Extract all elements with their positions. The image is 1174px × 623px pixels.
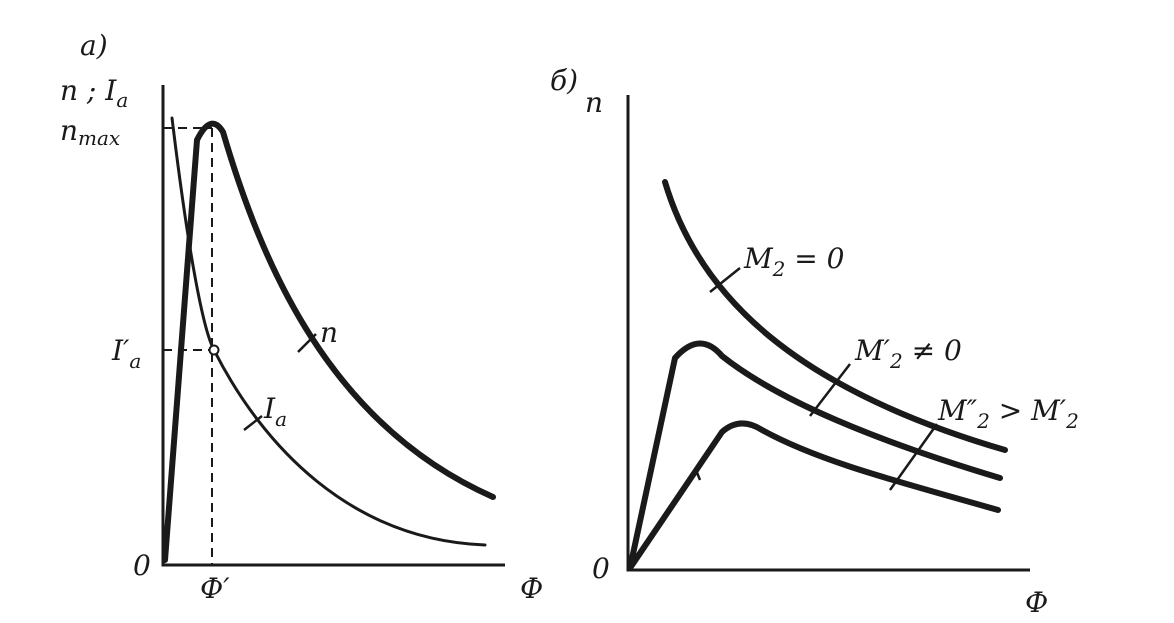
text-part: n (585, 86, 603, 119)
text-part: M (743, 242, 774, 275)
origin: 0 (133, 549, 151, 582)
origin: 0 (592, 552, 610, 585)
text-part: n (60, 114, 78, 147)
panel-label: а) (80, 29, 108, 62)
curve-n (162, 120, 496, 563)
panel-a: а) n ; Ia nmax I′a n Ia 0 Ф′ Ф (60, 29, 543, 605)
text-part: n ; I (60, 74, 117, 107)
panel-label: б) (550, 64, 578, 97)
y-axis-label: n (585, 86, 603, 119)
x-axis-label: Ф (520, 572, 543, 605)
curve-3 (627, 420, 1001, 571)
y-axis-label: n ; Ia (60, 74, 128, 112)
text-part: 0 (592, 552, 610, 585)
text-part: I (263, 392, 276, 425)
text-part: Ф (1025, 586, 1048, 619)
text-part: 2 (1065, 409, 1079, 433)
text-part: 0 (133, 549, 151, 582)
curve-3-label: M″2 > M′2 (937, 394, 1079, 433)
text-part: 2 (976, 409, 990, 433)
curve-n-label: n (320, 316, 338, 349)
axes (161, 85, 505, 567)
ia-prime-label: I′a (111, 334, 141, 373)
text-part: > M′ (990, 394, 1067, 427)
curve-ia (170, 116, 487, 547)
point (208, 344, 220, 356)
text-part: а) (80, 29, 108, 62)
text-part: Ф′ (200, 572, 230, 605)
text-part: б) (550, 64, 578, 97)
curve-2 (627, 340, 1003, 571)
leaders (694, 267, 939, 491)
curve-1 (662, 179, 1008, 453)
panel-b: б) n M2 = 0 M′2 ≠ 0 M″2 > M′2 0 Ф (550, 64, 1079, 619)
leaders (243, 333, 317, 431)
n-max-label: nmax (60, 114, 120, 150)
text-part: 2 (889, 349, 903, 373)
text-part: ≠ 0 (903, 334, 962, 367)
text-part: a (116, 88, 128, 112)
axes (626, 95, 1030, 572)
curve-1-label: M2 = 0 (743, 242, 844, 281)
phi-prime-label: Ф′ (200, 572, 230, 605)
text-part: = 0 (785, 242, 844, 275)
text-part: M″ (937, 394, 978, 427)
text-part: n (320, 316, 338, 349)
x-axis-label: Ф (1025, 586, 1048, 619)
text-part: Ф (520, 572, 543, 605)
text-part: max (78, 126, 120, 150)
curve-2-label: M′2 ≠ 0 (854, 334, 962, 373)
text-part: I′ (111, 334, 130, 367)
text-part: a (129, 349, 141, 373)
text-part: 2 (772, 257, 786, 281)
text-part: M′ (854, 334, 891, 367)
curve-ia-label: Ia (263, 392, 287, 431)
text-part: a (275, 407, 287, 431)
